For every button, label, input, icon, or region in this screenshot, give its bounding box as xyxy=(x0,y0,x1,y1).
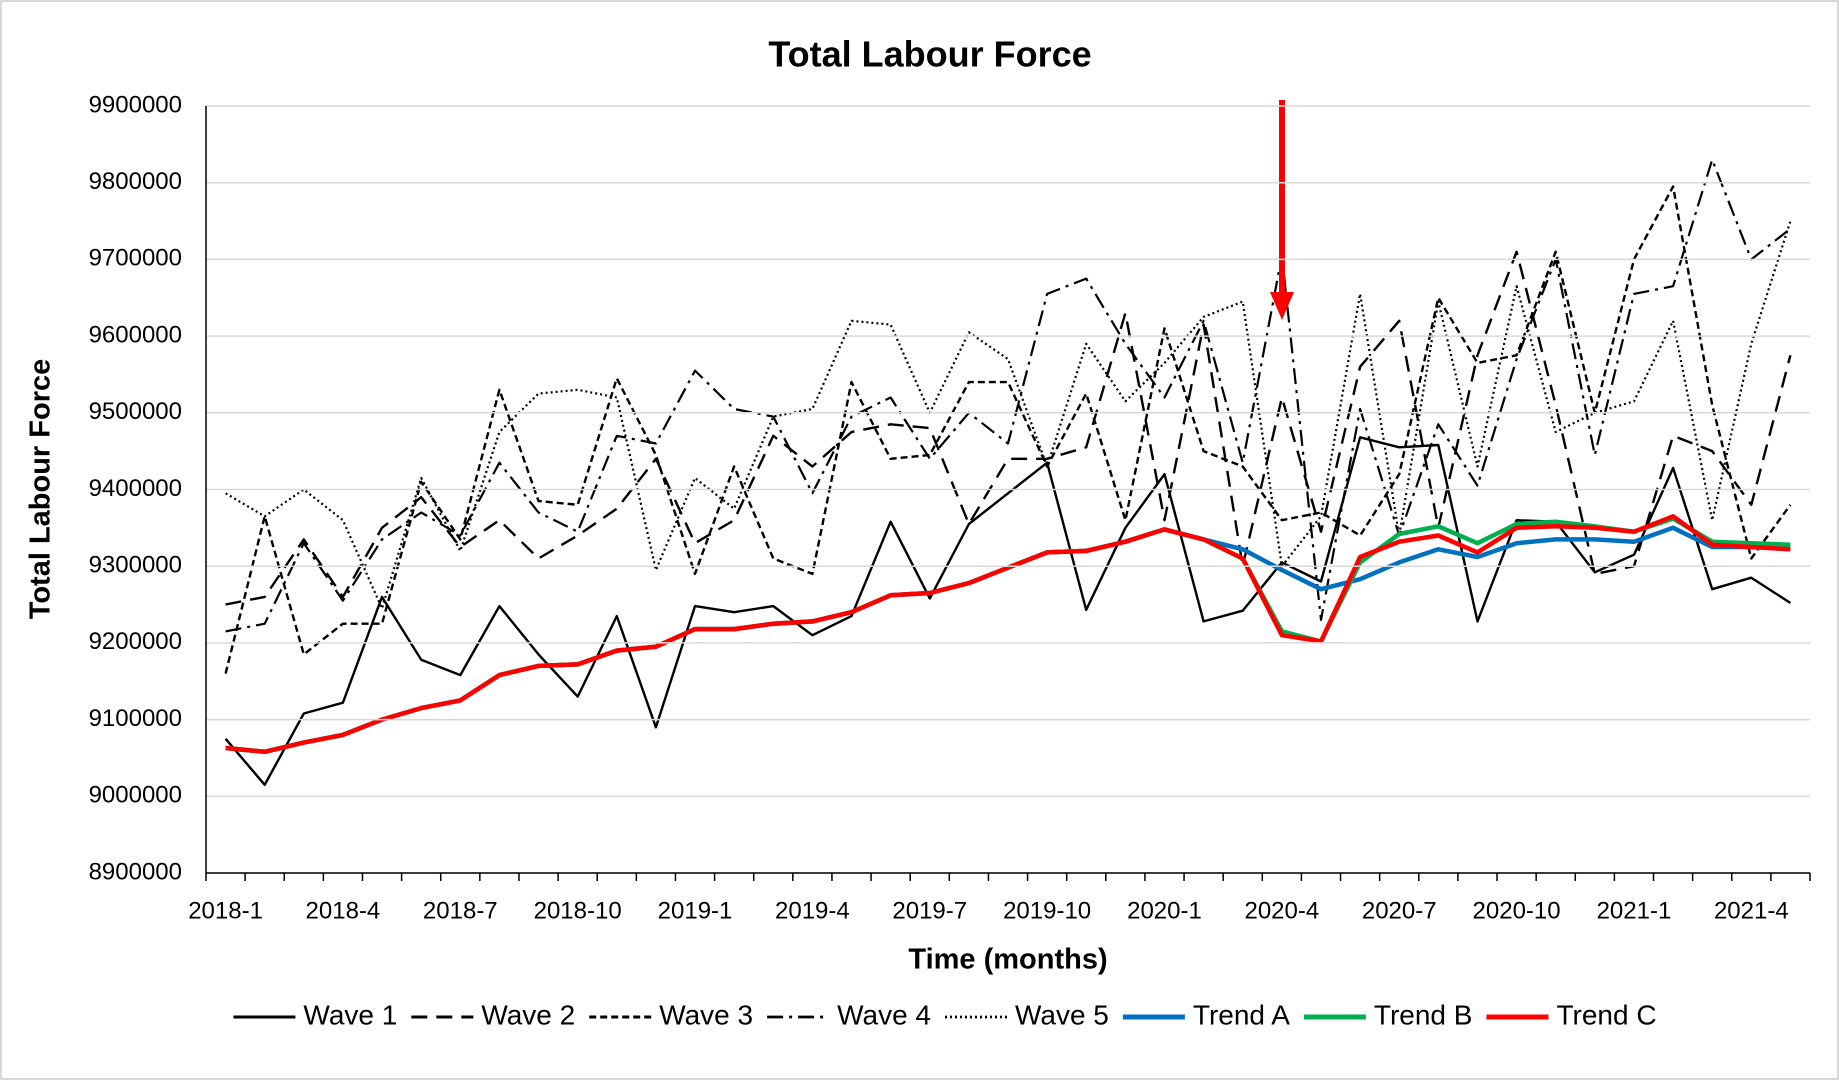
series-line xyxy=(225,158,1792,633)
legend-label: Wave 4 xyxy=(837,999,931,1030)
x-tick-label: 2018-7 xyxy=(423,897,498,924)
x-tick-label: 2018-4 xyxy=(306,897,381,924)
annotation-arrow xyxy=(1270,100,1294,320)
x-tick-label: 2018-1 xyxy=(188,897,263,924)
x-tick-label: 2019-1 xyxy=(658,897,733,924)
legend-label: Trend C xyxy=(1556,999,1656,1030)
x-tick-label: 2019-4 xyxy=(775,897,850,924)
legend-label: Trend B xyxy=(1374,999,1473,1030)
legend-label: Wave 2 xyxy=(481,999,575,1030)
y-tick-label: 9100000 xyxy=(89,705,182,732)
y-tick-label: 9000000 xyxy=(89,782,182,809)
legend-label: Trend A xyxy=(1193,999,1290,1030)
x-tick-label: 2021-4 xyxy=(1714,897,1789,924)
y-tick-label: 9700000 xyxy=(89,245,182,272)
series-line xyxy=(225,250,1792,606)
x-axis-title: Time (months) xyxy=(908,944,1107,976)
y-tick-label: 9900000 xyxy=(89,91,182,118)
legend-label: Wave 3 xyxy=(659,999,753,1030)
y-tick-label: 9200000 xyxy=(89,628,182,655)
arrow-head xyxy=(1270,292,1294,320)
x-tick-label: 2020-4 xyxy=(1244,897,1319,924)
y-axis-title: Total Labour Force xyxy=(25,359,57,619)
y-tick-label: 9400000 xyxy=(89,475,182,502)
x-tick-label: 2018-10 xyxy=(534,897,622,924)
x-tick-label: 2020-10 xyxy=(1473,897,1561,924)
series-line xyxy=(225,514,1791,755)
y-tick-label: 8900000 xyxy=(89,858,182,885)
chart-title: Total Labour Force xyxy=(768,34,1091,75)
legend-label: Wave 1 xyxy=(303,999,397,1030)
legend-label: Wave 5 xyxy=(1015,999,1109,1030)
x-tick-label: 2021-1 xyxy=(1597,897,1672,924)
y-tick-label: 9300000 xyxy=(89,552,182,579)
x-tick-label: 2020-1 xyxy=(1127,897,1202,924)
x-tick-label: 2020-7 xyxy=(1362,897,1437,924)
legend: Wave 1 Wave 2 Wave 3 Wave 4 Wave 5 Trend A Tre… xyxy=(233,999,1657,1030)
y-tick-label: 9600000 xyxy=(89,321,182,348)
series-line xyxy=(225,220,1792,610)
x-tick-label: 2019-7 xyxy=(892,897,967,924)
y-tick-label: 9500000 xyxy=(89,398,182,425)
x-tick-label: 2019-10 xyxy=(1003,897,1091,924)
series-line xyxy=(224,436,1792,786)
y-tick-label: 9800000 xyxy=(89,168,182,195)
